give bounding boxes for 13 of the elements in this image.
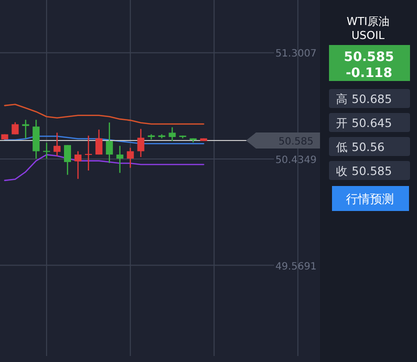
text: 高 50.685 — [336, 92, 392, 106]
text: 低 50.56 — [336, 140, 385, 154]
y-tick-label: 50.4349 — [275, 154, 317, 166]
y-tick-label: 49.5691 — [275, 261, 317, 272]
text: 开 50.645 — [336, 116, 392, 130]
text: WTI原油 — [346, 15, 390, 28]
line-series — [4, 104, 204, 125]
text: 50.585 — [344, 50, 394, 65]
text: USOIL — [351, 29, 386, 42]
text: 行情预测 — [346, 192, 394, 206]
text: -0.118 — [346, 66, 392, 81]
y-tick-label: 51.3007 — [275, 48, 317, 60]
text: 收 50.585 — [336, 164, 392, 178]
